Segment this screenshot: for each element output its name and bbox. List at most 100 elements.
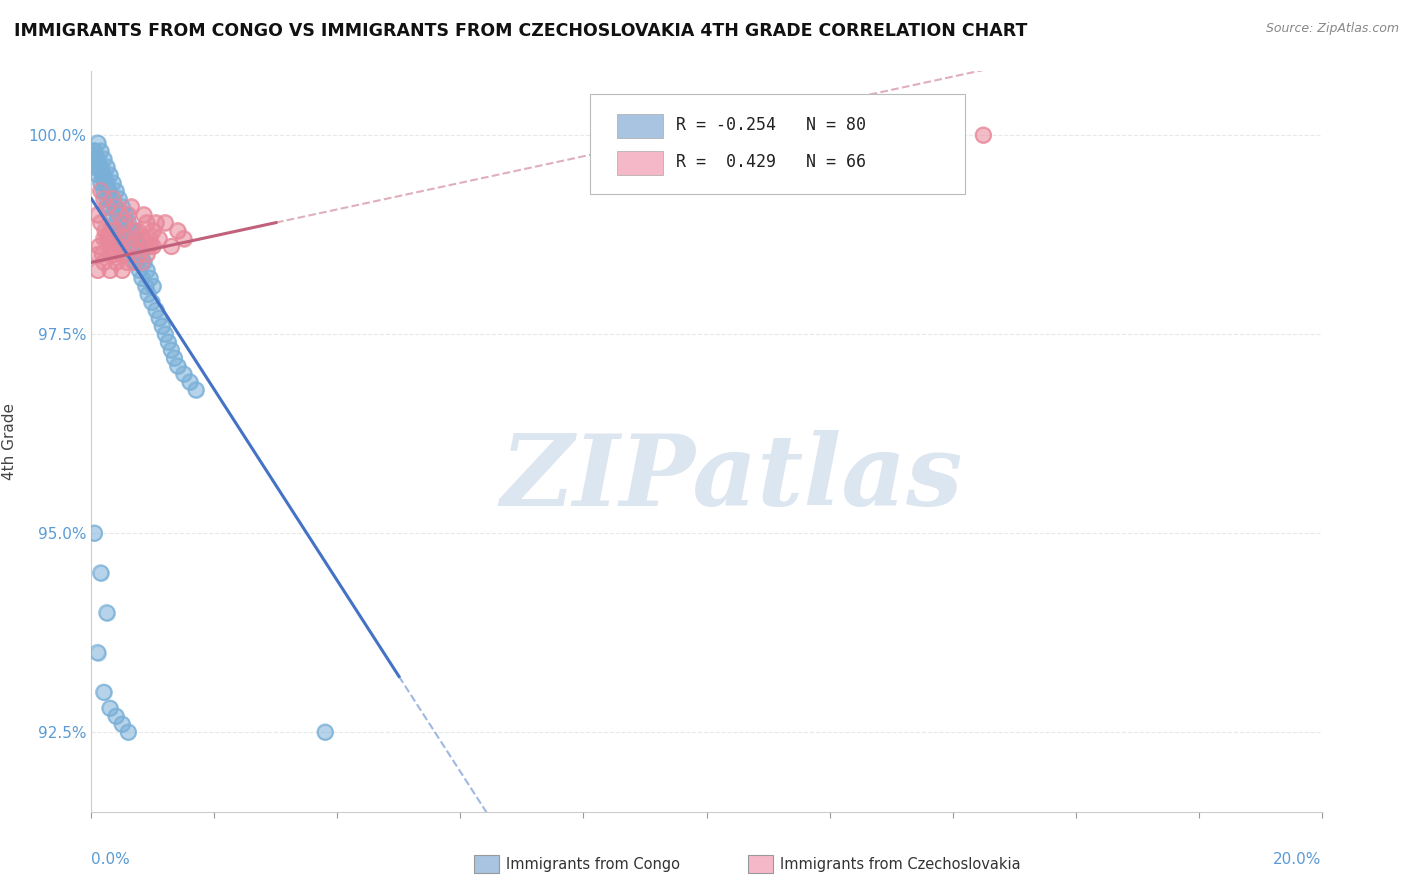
- Point: [157, 334, 180, 349]
- Point: [86, 152, 108, 166]
- Point: [111, 717, 134, 731]
- Point: [108, 192, 131, 206]
- Point: [86, 152, 108, 166]
- Point: [105, 255, 127, 269]
- Point: [105, 709, 127, 723]
- Point: [173, 231, 195, 245]
- Point: [83, 144, 105, 158]
- Point: [131, 271, 153, 285]
- Point: [110, 216, 132, 230]
- Point: [96, 192, 118, 206]
- Point: [86, 263, 108, 277]
- Point: [115, 255, 138, 269]
- Point: [184, 383, 207, 397]
- Point: [97, 231, 120, 245]
- Point: [127, 223, 149, 237]
- Point: [105, 255, 127, 269]
- Point: [91, 247, 114, 261]
- Point: [108, 223, 131, 237]
- Point: [86, 136, 108, 150]
- Point: [132, 255, 155, 269]
- Point: [160, 343, 183, 357]
- Point: [97, 184, 120, 198]
- Point: [314, 725, 336, 739]
- Point: [86, 152, 108, 166]
- Point: [94, 223, 117, 237]
- Point: [83, 526, 105, 541]
- Point: [110, 239, 132, 253]
- Point: [90, 160, 112, 174]
- Point: [90, 184, 112, 198]
- Point: [142, 279, 165, 293]
- Point: [87, 239, 110, 253]
- Text: Immigrants from Congo: Immigrants from Congo: [506, 857, 681, 872]
- Point: [111, 247, 134, 261]
- Point: [111, 231, 134, 245]
- Bar: [748, 855, 773, 873]
- Point: [83, 526, 105, 541]
- Point: [86, 247, 108, 261]
- Point: [131, 255, 153, 269]
- Point: [90, 216, 112, 230]
- Point: [111, 247, 134, 261]
- Point: [131, 271, 153, 285]
- Point: [104, 247, 127, 261]
- Point: [111, 263, 134, 277]
- Point: [127, 239, 149, 253]
- Point: [124, 231, 146, 245]
- Point: [90, 566, 112, 580]
- Point: [128, 263, 150, 277]
- Point: [163, 351, 186, 365]
- Point: [124, 255, 146, 269]
- Point: [98, 263, 121, 277]
- Point: [153, 327, 177, 342]
- Point: [100, 192, 122, 206]
- Point: [160, 239, 183, 253]
- Point: [96, 231, 118, 245]
- Point: [129, 247, 152, 261]
- Point: [129, 231, 152, 245]
- Point: [94, 176, 117, 190]
- Point: [98, 223, 121, 237]
- Point: [98, 200, 121, 214]
- Point: [105, 184, 127, 198]
- Point: [135, 247, 157, 261]
- Point: [104, 247, 127, 261]
- Point: [93, 168, 115, 182]
- Point: [108, 239, 131, 253]
- Point: [91, 168, 114, 182]
- Point: [118, 239, 141, 253]
- Point: [136, 287, 159, 301]
- Point: [124, 223, 146, 237]
- Point: [87, 160, 110, 174]
- Point: [96, 606, 118, 620]
- Point: [160, 239, 183, 253]
- Point: [86, 152, 108, 166]
- Point: [145, 216, 167, 230]
- Point: [105, 200, 127, 214]
- Point: [105, 709, 127, 723]
- Point: [86, 152, 108, 166]
- Point: [135, 263, 157, 277]
- Point: [114, 231, 136, 245]
- Point: [87, 160, 110, 174]
- Point: [93, 685, 115, 699]
- Point: [132, 208, 155, 222]
- Point: [86, 136, 108, 150]
- Point: [179, 375, 201, 389]
- Point: [93, 184, 115, 198]
- Point: [110, 239, 132, 253]
- Point: [124, 231, 146, 245]
- Point: [145, 303, 167, 318]
- Point: [90, 566, 112, 580]
- Point: [90, 144, 112, 158]
- Point: [314, 725, 336, 739]
- Point: [127, 247, 149, 261]
- Point: [83, 144, 105, 158]
- Point: [93, 168, 115, 182]
- Point: [132, 231, 155, 245]
- Point: [117, 208, 139, 222]
- Point: [150, 319, 173, 334]
- Point: [110, 216, 132, 230]
- Point: [86, 247, 108, 261]
